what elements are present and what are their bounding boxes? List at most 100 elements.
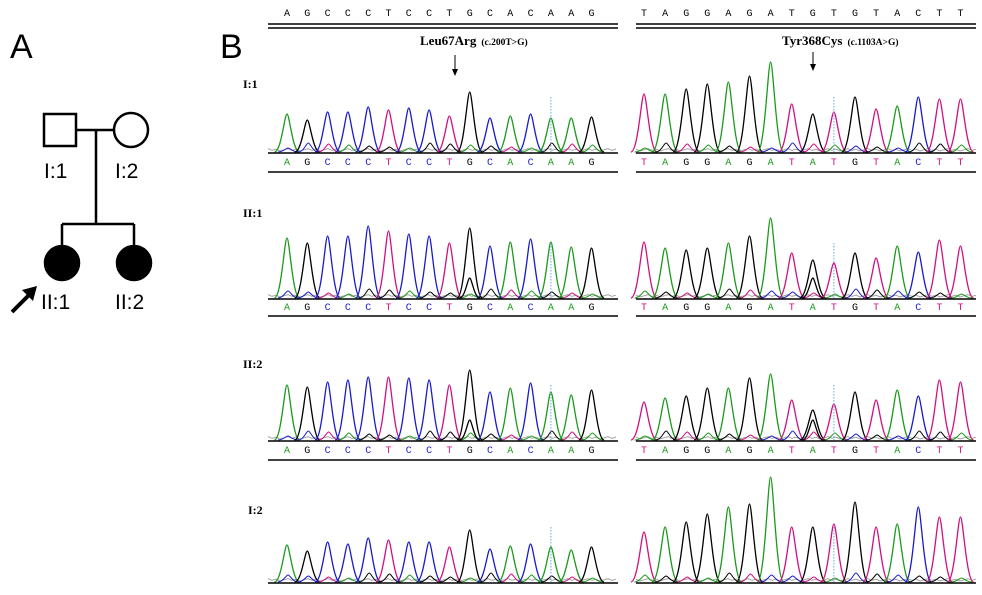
base-call: C <box>915 303 921 314</box>
trace-secondary-peak <box>824 293 846 299</box>
trace-secondary-peak <box>803 292 825 299</box>
trace-secondary-peak <box>697 144 719 153</box>
trace-baseline-noise <box>267 578 617 582</box>
trace-baseline-noise <box>267 294 617 298</box>
trace-peak <box>314 235 341 299</box>
trace-peak <box>841 96 869 153</box>
reference-base: C <box>365 9 371 20</box>
trace-peak <box>925 516 954 583</box>
trace-peak <box>395 377 423 441</box>
trace-peak <box>416 541 443 583</box>
trace-peak <box>714 242 743 299</box>
base-call: A <box>810 446 816 457</box>
trace-secondary-peak <box>562 576 583 583</box>
trace-peak <box>273 384 301 441</box>
base-call: T <box>957 446 963 457</box>
base-call: T <box>446 303 452 314</box>
trace-secondary-peak <box>419 142 441 153</box>
trace-peak <box>537 117 564 153</box>
base-call: A <box>768 446 774 457</box>
trace-peak <box>314 111 341 153</box>
base-call: A <box>568 158 574 169</box>
base-call: A <box>725 158 731 169</box>
variant-arrow-icon-tyr368cys <box>810 52 816 71</box>
chromatogram-row: II:1 A G C C C T C C T G C A C A A G T A G G A G A T A T G T A C T T <box>243 206 977 317</box>
base-call: T <box>873 446 879 457</box>
trace-secondary-peak <box>399 290 421 299</box>
base-call: T <box>831 303 837 314</box>
trace-region <box>267 527 618 584</box>
trace-secondary-peak <box>718 288 741 299</box>
trace-secondary-peak <box>582 577 603 583</box>
reference-header-left: A G C C C T C C T G C A C A A G Leu67Arg (c.200T>G) <box>268 9 618 76</box>
trace-peak <box>334 111 361 153</box>
reference-base: A <box>768 9 774 20</box>
trace-secondary-peak <box>866 289 888 299</box>
reference-base: G <box>467 9 473 20</box>
trace-peak <box>294 119 321 153</box>
trace-secondary-peak <box>277 290 299 299</box>
trace-secondary-peak <box>358 572 380 583</box>
pedigree-female-ii1-affected <box>43 244 81 282</box>
trace-secondary-peak <box>440 143 461 153</box>
trace-peak <box>436 242 463 299</box>
base-call: C <box>365 158 371 169</box>
base-call: G <box>746 446 752 457</box>
trace-peak <box>946 98 975 153</box>
trace-secondary-peak <box>541 575 563 583</box>
base-call: A <box>662 158 668 169</box>
row-label: I:2 <box>248 503 263 517</box>
base-call: T <box>789 446 795 457</box>
base-call: G <box>852 158 858 169</box>
trace-secondary-peak <box>521 435 542 441</box>
trace-secondary-peak <box>866 434 888 441</box>
reference-base: A <box>568 9 574 20</box>
reference-base: T <box>446 9 452 20</box>
base-call: T <box>446 446 452 457</box>
base-call: G <box>852 303 858 314</box>
trace-secondary-peak <box>338 293 360 299</box>
trace-secondary-peak <box>379 289 400 299</box>
chromatogram-row: II:2 A G C C C T C C T G C A C A A G T A G G A G A T A T G T A C T T <box>243 357 977 461</box>
base-call: G <box>852 446 858 457</box>
reference-base: T <box>957 9 963 20</box>
trace-secondary-peak <box>338 577 360 583</box>
trace-baseline-noise <box>267 148 617 152</box>
trace-peak <box>456 91 483 153</box>
trace-secondary-peak <box>803 143 825 153</box>
base-call: G <box>467 446 473 457</box>
trace-peak <box>294 242 321 299</box>
base-call: G <box>304 158 310 169</box>
trace-secondary-peak <box>908 575 930 583</box>
base-call: C <box>406 303 412 314</box>
trace-secondary-peak <box>950 577 973 583</box>
trace-peak <box>375 376 402 441</box>
base-call: C <box>528 303 534 314</box>
trace-peak <box>777 103 806 153</box>
trace-secondary-peak <box>824 577 846 583</box>
trace-secondary-peak <box>582 293 603 299</box>
variant-notation-leu67arg: (c.200T>G) <box>481 37 527 48</box>
trace-peak <box>714 387 743 441</box>
trace-peak <box>477 548 503 583</box>
chromatogram-rows: I:1 A G C C C T C C T G C A C A A G T A G G A G A T A T G T A C T T II:1 A… <box>243 61 977 584</box>
row-label: II:1 <box>243 206 262 220</box>
trace-secondary-peak <box>460 144 481 153</box>
panel-a-label: A <box>10 28 33 66</box>
base-call: C <box>345 303 351 314</box>
trace-peak <box>334 543 361 583</box>
trace-peak <box>354 537 382 583</box>
trace-secondary-peak <box>718 572 741 583</box>
trace-secondary-peak <box>277 435 299 441</box>
pedigree-female-ii2-affected <box>115 244 153 282</box>
trace-secondary-peak <box>634 290 656 299</box>
trace-peak <box>693 387 722 441</box>
trace-peak <box>375 109 402 153</box>
trace-secondary-peak <box>782 291 804 299</box>
base-call: G <box>467 158 473 169</box>
